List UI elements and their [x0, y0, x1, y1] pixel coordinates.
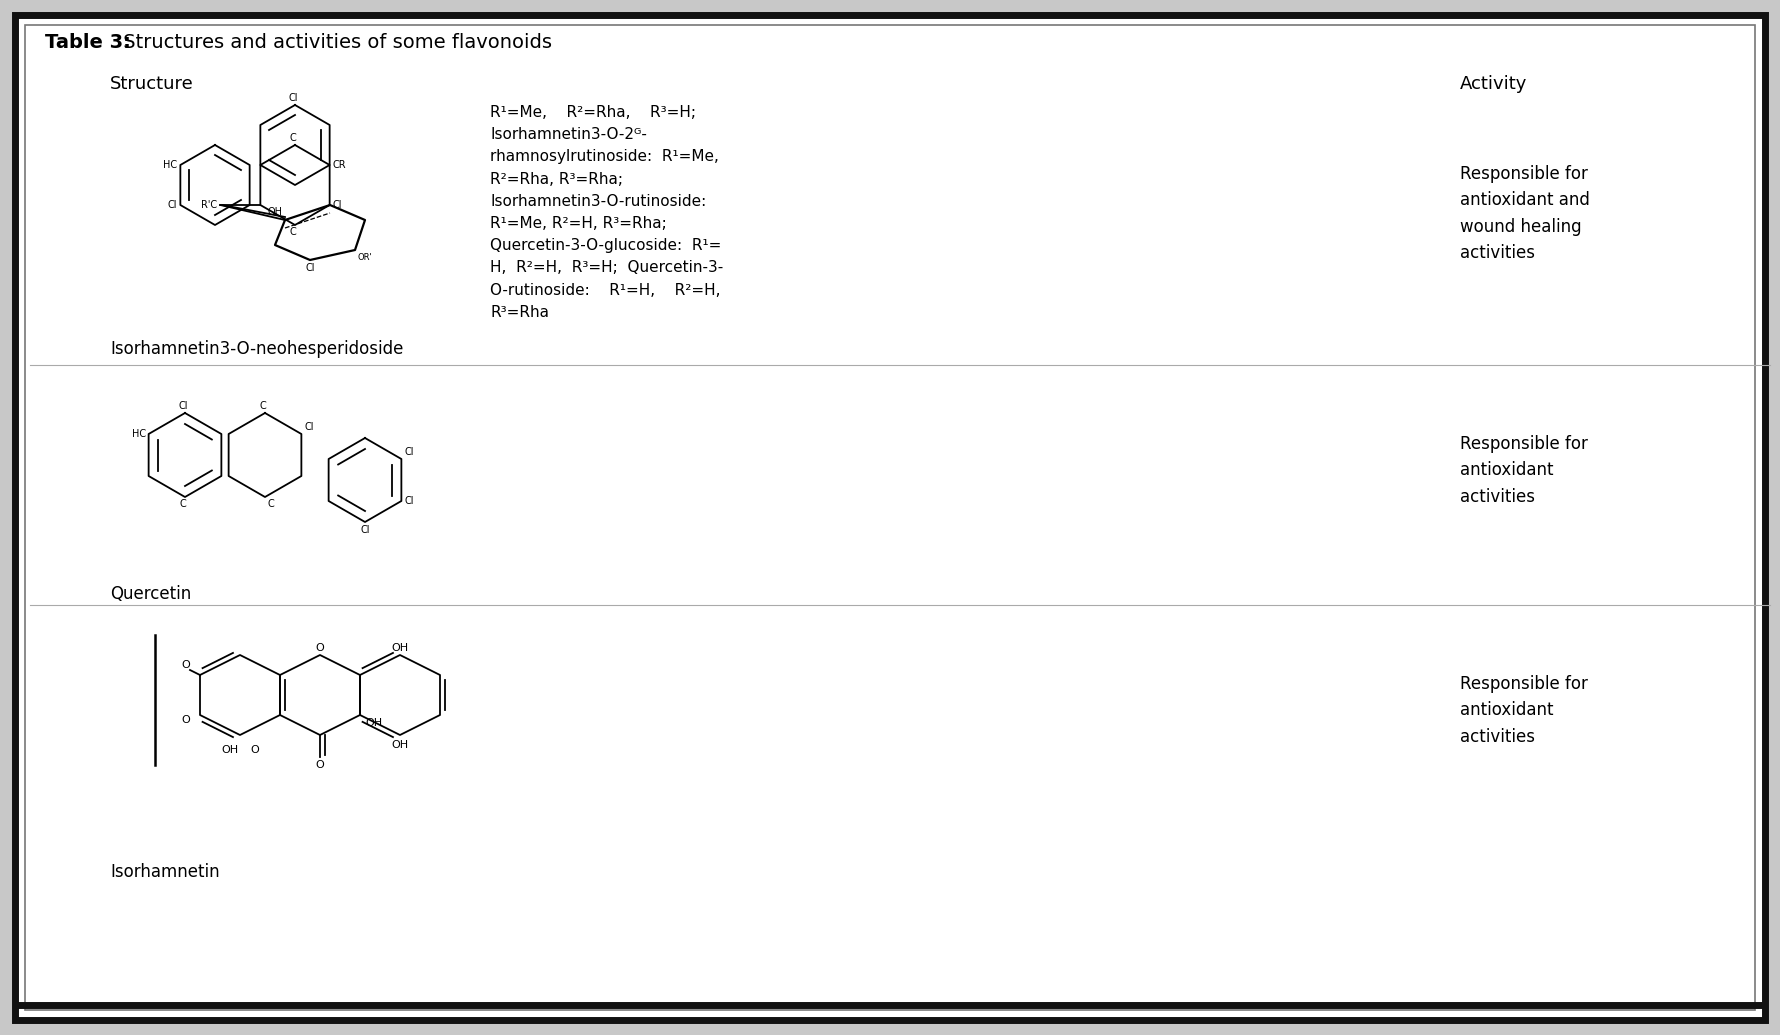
Text: Table 3:: Table 3: — [44, 33, 132, 52]
Text: Structure: Structure — [110, 75, 194, 93]
Text: Isorhamnetin3-O-neohesperidoside: Isorhamnetin3-O-neohesperidoside — [110, 341, 404, 358]
Text: HC: HC — [132, 428, 146, 439]
Text: R¹=Me,    R²=Rha,    R³=H;
Isorhamnetin3-O-2ᴳ-
rhamnosylrutinoside:  R¹=Me,
R²=R: R¹=Me, R²=Rha, R³=H; Isorhamnetin3-O-2ᴳ-… — [490, 105, 723, 320]
Text: OH: OH — [221, 745, 239, 755]
Text: Cl: Cl — [304, 422, 313, 432]
Text: C: C — [290, 227, 297, 237]
Text: C: C — [290, 134, 297, 143]
Text: Structures and activities of some flavonoids: Structures and activities of some flavon… — [117, 33, 552, 52]
Text: Cl: Cl — [404, 496, 415, 506]
Text: Cl: Cl — [360, 525, 370, 535]
Text: Cl: Cl — [304, 263, 315, 273]
Text: O: O — [315, 643, 324, 653]
Text: OH: OH — [392, 740, 409, 750]
Text: Isorhamnetin: Isorhamnetin — [110, 863, 219, 881]
Text: O: O — [315, 760, 324, 770]
Text: Cl: Cl — [167, 200, 178, 210]
Text: OH: OH — [365, 718, 383, 728]
Text: Cl: Cl — [404, 447, 415, 457]
Text: OH: OH — [267, 207, 281, 217]
Text: Cl: Cl — [178, 401, 187, 411]
Text: Responsible for
antioxidant
activities: Responsible for antioxidant activities — [1460, 435, 1588, 506]
Text: CR: CR — [333, 160, 347, 170]
Text: Cl: Cl — [333, 200, 342, 210]
Text: O: O — [182, 715, 190, 724]
Text: R'C: R'C — [201, 200, 217, 210]
Text: Responsible for
antioxidant
activities: Responsible for antioxidant activities — [1460, 675, 1588, 746]
Text: OR': OR' — [358, 253, 372, 262]
Text: Cl: Cl — [288, 93, 297, 104]
FancyBboxPatch shape — [14, 14, 1766, 1021]
Text: C: C — [260, 401, 267, 411]
Text: Activity: Activity — [1460, 75, 1527, 93]
Text: OH: OH — [392, 643, 409, 653]
Text: Responsible for
antioxidant and
wound healing
activities: Responsible for antioxidant and wound he… — [1460, 165, 1590, 262]
FancyBboxPatch shape — [25, 25, 1755, 1010]
Text: HC: HC — [164, 160, 178, 170]
Text: O: O — [249, 745, 258, 755]
Text: O: O — [182, 660, 190, 670]
Text: Quercetin: Quercetin — [110, 585, 190, 603]
Text: C: C — [267, 499, 274, 509]
Text: C: C — [180, 499, 187, 509]
